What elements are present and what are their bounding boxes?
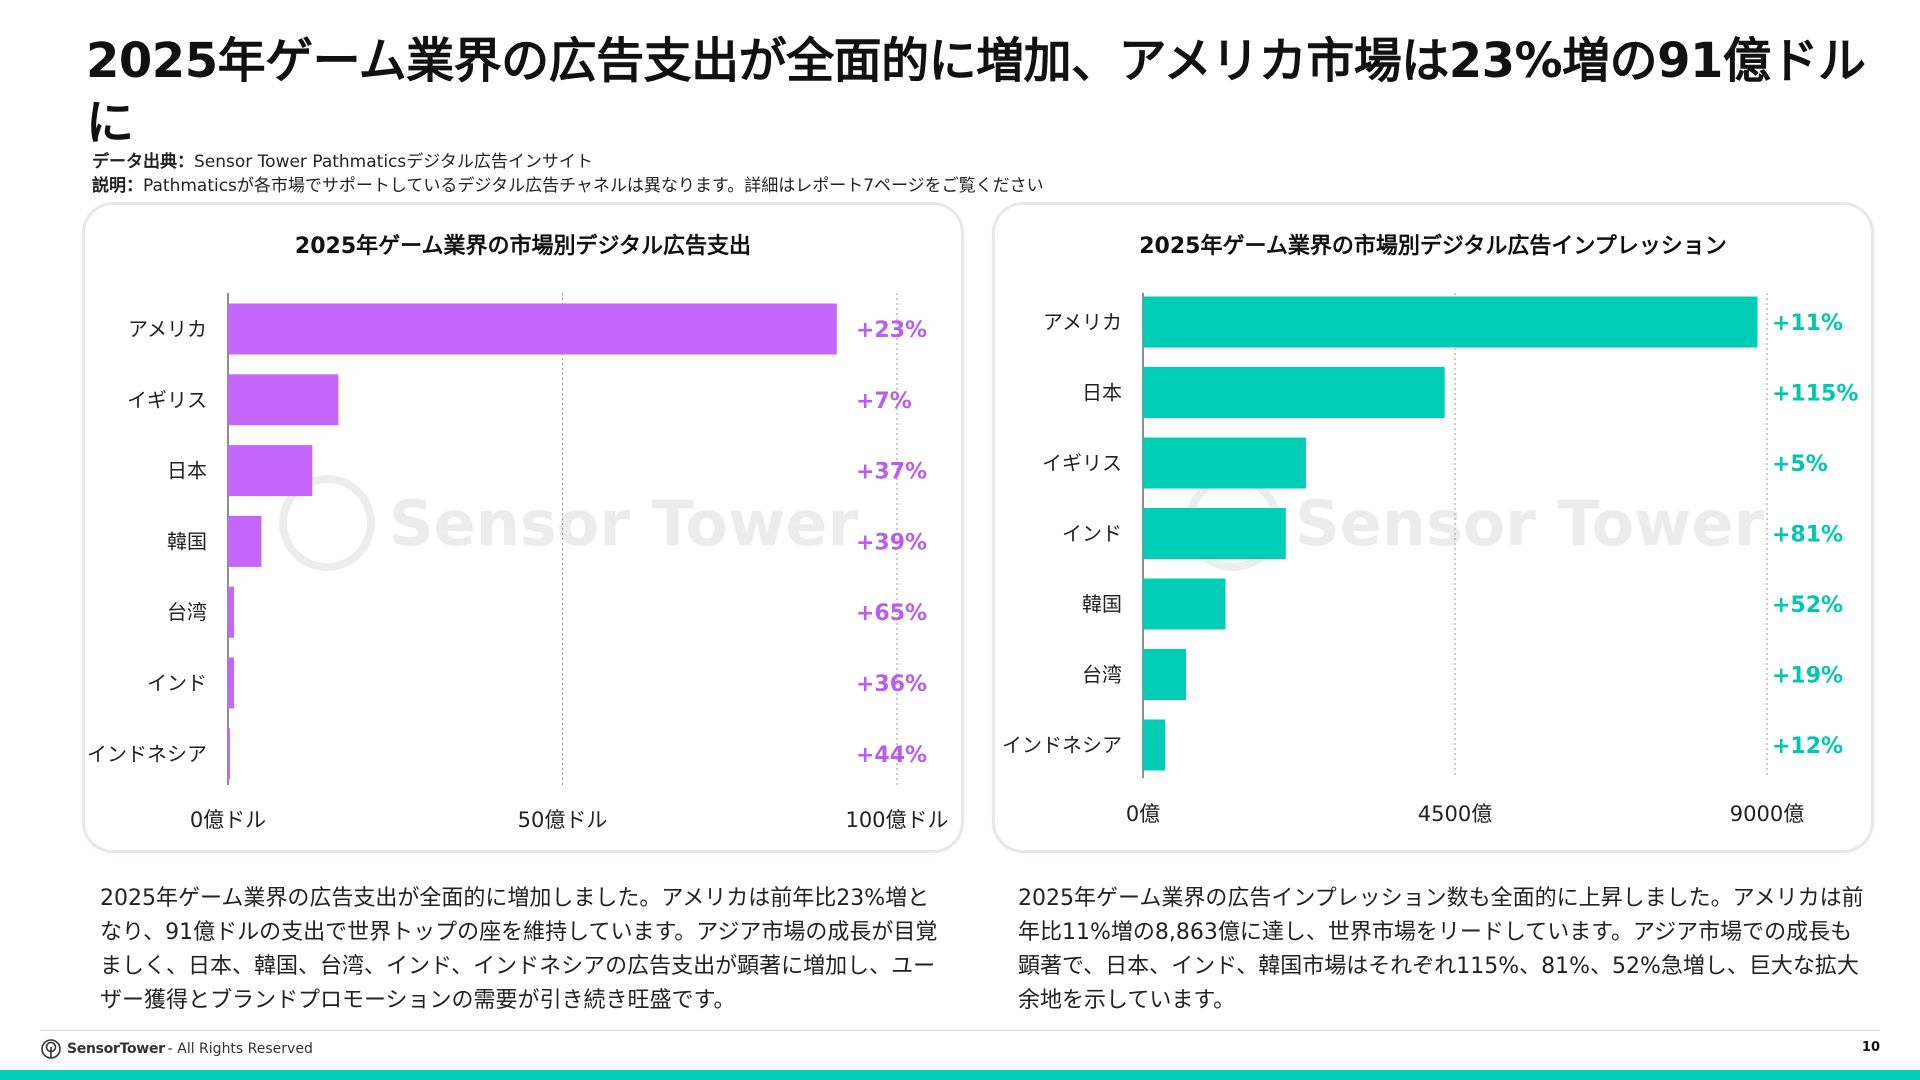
category-label: 日本 [167, 459, 207, 483]
ad-impressions-chart-card: Sensor Tower 2025年ゲーム業界の市場別デジタル広告インプレッション… [995, 205, 1871, 850]
category-label: アメリカ [128, 317, 207, 341]
bar [228, 445, 313, 497]
bar [228, 303, 837, 355]
footer: SensorTower - All Rights Reserved [40, 1038, 313, 1060]
bar [1143, 437, 1306, 489]
source-label: データ出典： [92, 152, 194, 172]
bar [1143, 578, 1226, 630]
bar [228, 728, 231, 780]
bar [228, 657, 235, 709]
growth-label: +37% [856, 460, 927, 485]
category-label: インド [147, 671, 207, 695]
growth-label: +12% [1772, 734, 1843, 759]
bar [1143, 649, 1186, 700]
growth-label: +39% [856, 530, 927, 555]
growth-label: +81% [1772, 523, 1843, 548]
growth-label: +115% [1772, 382, 1858, 407]
bar [228, 515, 262, 567]
bar [1143, 367, 1445, 418]
x-tick-label: 50億ドル [518, 808, 608, 832]
category-label: 韓国 [167, 529, 207, 553]
category-label: インドネシア [87, 742, 207, 766]
growth-label: +7% [856, 389, 912, 414]
growth-label: +36% [856, 672, 927, 697]
ad-spend-chart-card: Sensor Tower 2025年ゲーム業界の市場別デジタル広告支出 0億ドル 50… [85, 205, 961, 850]
chart-title: 2025年ゲーム業界の市場別デジタル広告支出 [295, 233, 751, 259]
bar [1143, 296, 1758, 348]
x-tick-label: 0億ドル [190, 808, 266, 832]
source-text: Sensor Tower Pathmaticsデジタル広告インサイト [194, 152, 593, 172]
category-label: アメリカ [1043, 310, 1122, 334]
watermark: Sensor Tower [279, 475, 858, 571]
footer-divider [40, 1030, 1880, 1031]
bar [228, 586, 235, 638]
watermark-logo-icon [279, 475, 375, 571]
note-text: Pathmaticsが各市場でサポートしているデジタル広告チャネルは異なります。… [143, 176, 1044, 196]
category-label: インド [1062, 522, 1122, 546]
growth-label: +52% [1772, 593, 1843, 618]
source-note: データ出典：Sensor Tower Pathmaticsデジタル広告インサイト… [92, 150, 1044, 198]
chart-title: 2025年ゲーム業界の市場別デジタル広告インプレッション [1139, 233, 1726, 259]
watermark-text: Sensor Tower [1295, 487, 1764, 560]
ad-impressions-description: 2025年ゲーム業界の広告インプレッション数も全面的に上昇しました。アメリカは前… [1018, 886, 1864, 1013]
x-tick-label: 4500億 [1418, 802, 1492, 826]
footer-rights: - All Rights Reserved [167, 1041, 313, 1057]
growth-label: +44% [856, 743, 927, 768]
page-number: 10 [1861, 1040, 1880, 1055]
category-label: 日本 [1082, 381, 1122, 405]
note-label: 説明： [92, 176, 143, 196]
category-label: イギリス [1042, 451, 1122, 475]
growth-label: +19% [1772, 664, 1843, 689]
ad-spend-chart: Sensor Tower 2025年ゲーム業界の市場別デジタル広告支出 0億ドル 50… [87, 233, 949, 832]
x-tick-label: 100億ドル [845, 808, 948, 832]
bar [228, 374, 339, 426]
category-label: 韓国 [1082, 592, 1122, 616]
bar [1143, 508, 1286, 559]
x-tick-label: 0億 [1126, 802, 1160, 826]
growth-label: +11% [1772, 311, 1843, 336]
category-label: 台湾 [167, 600, 207, 624]
ad-impressions-chart: Sensor Tower 2025年ゲーム業界の市場別デジタル広告インプレッション… [1002, 233, 1858, 826]
category-label: イギリス [127, 388, 207, 412]
footer-brand: SensorTower [67, 1041, 165, 1057]
growth-label: +5% [1772, 452, 1828, 477]
page-title: 2025年ゲーム業界の広告支出が全面的に増加、アメリカ市場は23%増の91億ドル… [86, 33, 1866, 151]
category-label: 台湾 [1082, 663, 1122, 687]
growth-label: +65% [856, 601, 927, 626]
bottom-accent-bar [0, 1070, 1920, 1080]
growth-label: +23% [856, 318, 927, 343]
ad-spend-description: 2025年ゲーム業界の広告支出が全面的に増加しました。アメリカは前年比23%増と… [100, 886, 938, 1013]
category-label: インドネシア [1002, 733, 1122, 757]
x-tick-label: 9000億 [1730, 802, 1804, 826]
bar [1143, 719, 1166, 771]
sensor-tower-logo-icon [41, 1039, 61, 1059]
watermark-text: Sensor Tower [389, 487, 858, 560]
